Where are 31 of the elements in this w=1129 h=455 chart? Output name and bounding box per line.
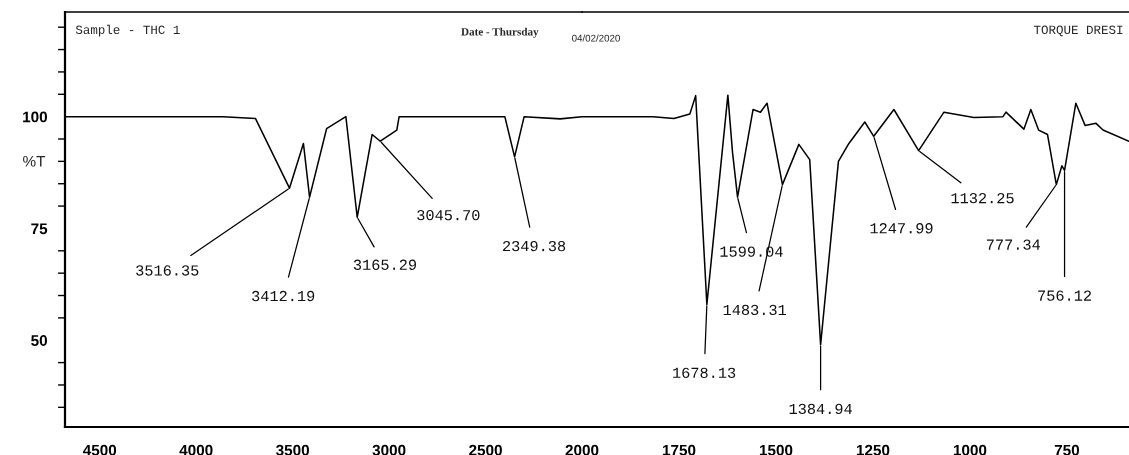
annotation: 756.12 [1038, 290, 1091, 301]
annotation: 1483.31 [723, 304, 787, 316]
x-tick-label: 750 [1054, 444, 1080, 455]
annotation: 1678.13 [673, 367, 736, 379]
x-tick-label: 2500 [469, 444, 502, 455]
annotation: 1384.94 [789, 403, 852, 415]
y-axis-title: %T [23, 155, 46, 167]
x-tick-label: 1250 [856, 444, 890, 455]
annotation: 3045.70 [417, 209, 480, 221]
annotation: 04/02/2020 [572, 34, 620, 42]
x-tick-label: 4500 [82, 444, 117, 455]
annotation: 3412.19 [252, 290, 315, 302]
annotation: Sample - THC 1 [75, 24, 180, 37]
x-tick-label: 4000 [179, 444, 213, 455]
x-tick-label: 3000 [372, 444, 406, 455]
x-tick-label: 2000 [565, 444, 599, 455]
annotation: 1132.25 [951, 192, 1014, 204]
x-tick-label: 1750 [662, 444, 696, 455]
annotation: 777.34 [986, 239, 1040, 250]
y-tick-label: 50 [31, 335, 48, 346]
x-tick-label: 1000 [953, 444, 987, 455]
x-tick-label: 1500 [759, 444, 793, 455]
y-tick-label: 75 [31, 223, 48, 235]
annotation: 1247.99 [870, 223, 933, 234]
annotation: Date - Thursday [461, 27, 539, 38]
annotation: 2349.38 [503, 240, 566, 252]
x-tick-label: 3500 [275, 444, 309, 455]
y-tick-label: 100 [23, 111, 48, 123]
annotation: TORQUE DRESI [1033, 25, 1123, 37]
annotation: 3516.35 [136, 265, 199, 276]
annotation: 3165.29 [353, 259, 417, 270]
